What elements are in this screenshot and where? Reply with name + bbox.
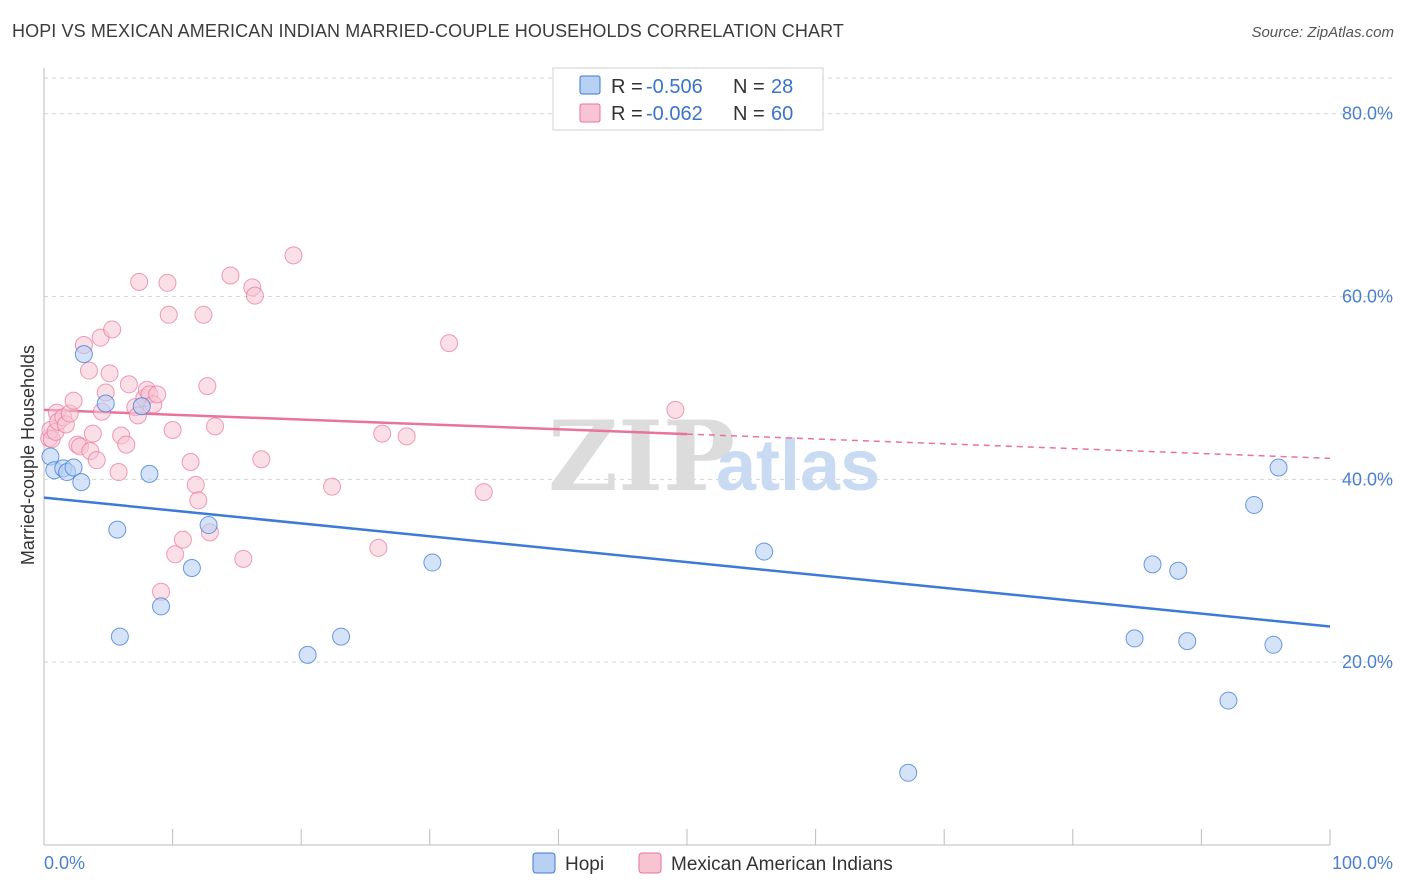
legend-r-label-hopi: R = xyxy=(611,76,643,98)
y-tick-label: 40.0% xyxy=(1342,469,1393,489)
chart-title: HOPI VS MEXICAN AMERICAN INDIAN MARRIED-… xyxy=(12,21,844,41)
data-point-mexican-american-indians xyxy=(87,451,106,470)
data-point-mexican-american-indians xyxy=(189,491,208,510)
data-point-hopi xyxy=(1143,555,1162,574)
chart-source: Source: ZipAtlas.com xyxy=(1251,24,1394,41)
correlation-legend: R = -0.506 N = 28 R = -0.062 N = 60 xyxy=(552,67,824,131)
data-point-mexican-american-indians xyxy=(100,364,119,383)
data-point-mexican-american-indians xyxy=(173,530,192,549)
data-point-mexican-american-indians xyxy=(103,320,122,339)
data-point-mexican-american-indians xyxy=(109,463,128,482)
data-point-mexican-american-indians xyxy=(163,420,182,439)
data-point-hopi xyxy=(140,464,159,483)
data-point-mexican-american-indians xyxy=(323,477,342,496)
data-point-hopi xyxy=(199,516,218,535)
data-point-mexican-american-indians xyxy=(206,417,225,436)
legend-r-label-mexican: R = xyxy=(611,103,643,125)
x-tick-label-max: 100.0% xyxy=(1332,853,1393,873)
series-legend: Hopi Mexican American Indians xyxy=(532,852,893,875)
data-point-mexican-american-indians xyxy=(117,435,136,454)
trend-line-mexican-extension xyxy=(686,433,1331,460)
y-tick-label: 20.0% xyxy=(1342,652,1393,672)
bottom-legend-swatch-mexican xyxy=(638,852,662,874)
series-mexican-american-indians xyxy=(40,246,685,601)
legend-n-label-hopi: N = xyxy=(733,76,765,98)
legend-swatch-mexican xyxy=(579,103,601,123)
data-point-hopi xyxy=(423,553,442,572)
data-point-mexican-american-indians xyxy=(221,266,240,285)
data-point-mexican-american-indians xyxy=(194,305,213,324)
data-point-mexican-american-indians xyxy=(397,427,416,446)
data-point-mexican-american-indians xyxy=(83,424,102,443)
legend-n-value-mexican: 60 xyxy=(771,103,793,125)
legend-r-value-hopi: -0.506 xyxy=(646,76,703,98)
data-point-mexican-american-indians xyxy=(80,361,99,380)
data-point-mexican-american-indians xyxy=(373,424,392,443)
y-tick-label: 60.0% xyxy=(1342,287,1393,307)
data-point-hopi xyxy=(1269,458,1288,477)
data-point-mexican-american-indians xyxy=(181,452,200,471)
data-point-mexican-american-indians xyxy=(186,475,205,494)
data-point-hopi xyxy=(298,645,317,664)
data-point-hopi xyxy=(1169,561,1188,580)
data-point-mexican-american-indians xyxy=(198,377,217,396)
data-point-mexican-american-indians xyxy=(64,391,83,410)
data-point-hopi xyxy=(1264,635,1283,654)
data-point-hopi xyxy=(755,542,774,561)
watermark: ZIP atlas xyxy=(548,400,880,513)
data-point-mexican-american-indians xyxy=(440,334,459,353)
data-point-mexican-american-indians xyxy=(148,385,167,404)
data-point-mexican-american-indians xyxy=(158,273,177,292)
data-point-hopi xyxy=(1245,495,1264,514)
trend-lines xyxy=(43,408,1331,628)
legend-swatch-hopi xyxy=(579,75,601,95)
data-point-mexican-american-indians xyxy=(666,400,685,419)
data-point-mexican-american-indians xyxy=(130,272,149,291)
data-point-hopi xyxy=(72,473,91,492)
data-point-hopi xyxy=(74,345,93,364)
trend-line-hopi xyxy=(43,496,1331,628)
watermark-atlas: atlas xyxy=(716,426,880,506)
data-point-mexican-american-indians xyxy=(252,450,271,469)
bottom-legend-swatch-hopi xyxy=(532,852,556,874)
data-point-mexican-american-indians xyxy=(159,305,178,324)
gridlines xyxy=(44,77,1393,663)
data-point-hopi xyxy=(1178,632,1197,651)
legend-n-value-hopi: 28 xyxy=(771,76,793,98)
data-point-hopi xyxy=(899,763,918,782)
series-hopi xyxy=(41,345,1288,782)
x-tick-label-min: 0.0% xyxy=(44,853,85,873)
watermark-zip: ZIP xyxy=(548,400,735,513)
data-point-mexican-american-indians xyxy=(474,483,493,502)
data-point-hopi xyxy=(1125,629,1144,648)
x-axis-ticks xyxy=(172,829,1331,845)
y-axis-label: Married-couple Households xyxy=(18,345,38,565)
data-point-mexican-american-indians xyxy=(166,545,185,564)
data-point-mexican-american-indians xyxy=(284,246,303,265)
bottom-legend-label-hopi: Hopi xyxy=(565,854,604,875)
data-point-mexican-american-indians xyxy=(119,375,138,394)
data-point-mexican-american-indians xyxy=(234,549,253,568)
legend-r-value-mexican: -0.062 xyxy=(646,103,703,125)
data-point-hopi xyxy=(152,597,171,616)
data-point-hopi xyxy=(332,627,351,646)
data-point-hopi xyxy=(1219,691,1238,710)
data-point-mexican-american-indians xyxy=(369,538,388,557)
legend-n-label-mexican: N = xyxy=(733,103,765,125)
trend-line-mexican xyxy=(43,408,688,436)
data-point-mexican-american-indians xyxy=(245,286,264,305)
data-point-hopi xyxy=(64,458,83,477)
data-point-hopi xyxy=(108,520,127,539)
data-point-hopi xyxy=(182,559,201,578)
y-tick-label: 80.0% xyxy=(1342,104,1393,124)
y-tick-labels: 20.0% 40.0% 60.0% 80.0% xyxy=(1342,104,1393,672)
bottom-legend-label-mexican: Mexican American Indians xyxy=(671,854,893,875)
data-point-hopi xyxy=(110,627,129,646)
data-point-hopi xyxy=(132,397,151,416)
data-point-hopi xyxy=(96,394,115,413)
